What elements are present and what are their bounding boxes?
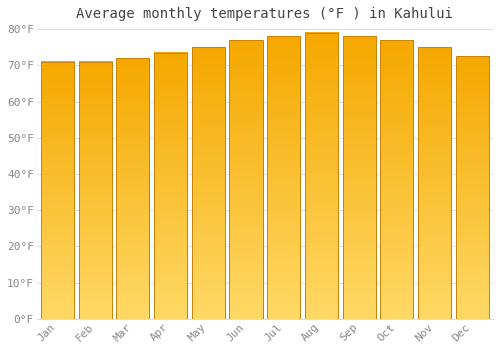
Title: Average monthly temperatures (°F ) in Kahului: Average monthly temperatures (°F ) in Ka…: [76, 7, 454, 21]
Bar: [456, 56, 489, 319]
Bar: [342, 36, 376, 319]
Bar: [116, 58, 150, 319]
Bar: [456, 56, 489, 319]
Bar: [380, 40, 414, 319]
Bar: [305, 33, 338, 319]
Bar: [342, 36, 376, 319]
Bar: [267, 36, 300, 319]
Bar: [380, 40, 414, 319]
Bar: [305, 33, 338, 319]
Bar: [192, 47, 225, 319]
Bar: [78, 62, 112, 319]
Bar: [267, 36, 300, 319]
Bar: [41, 62, 74, 319]
Bar: [116, 58, 150, 319]
Bar: [192, 47, 225, 319]
Bar: [230, 40, 262, 319]
Bar: [154, 52, 187, 319]
Bar: [154, 52, 187, 319]
Bar: [230, 40, 262, 319]
Bar: [78, 62, 112, 319]
Bar: [418, 47, 451, 319]
Bar: [418, 47, 451, 319]
Bar: [41, 62, 74, 319]
